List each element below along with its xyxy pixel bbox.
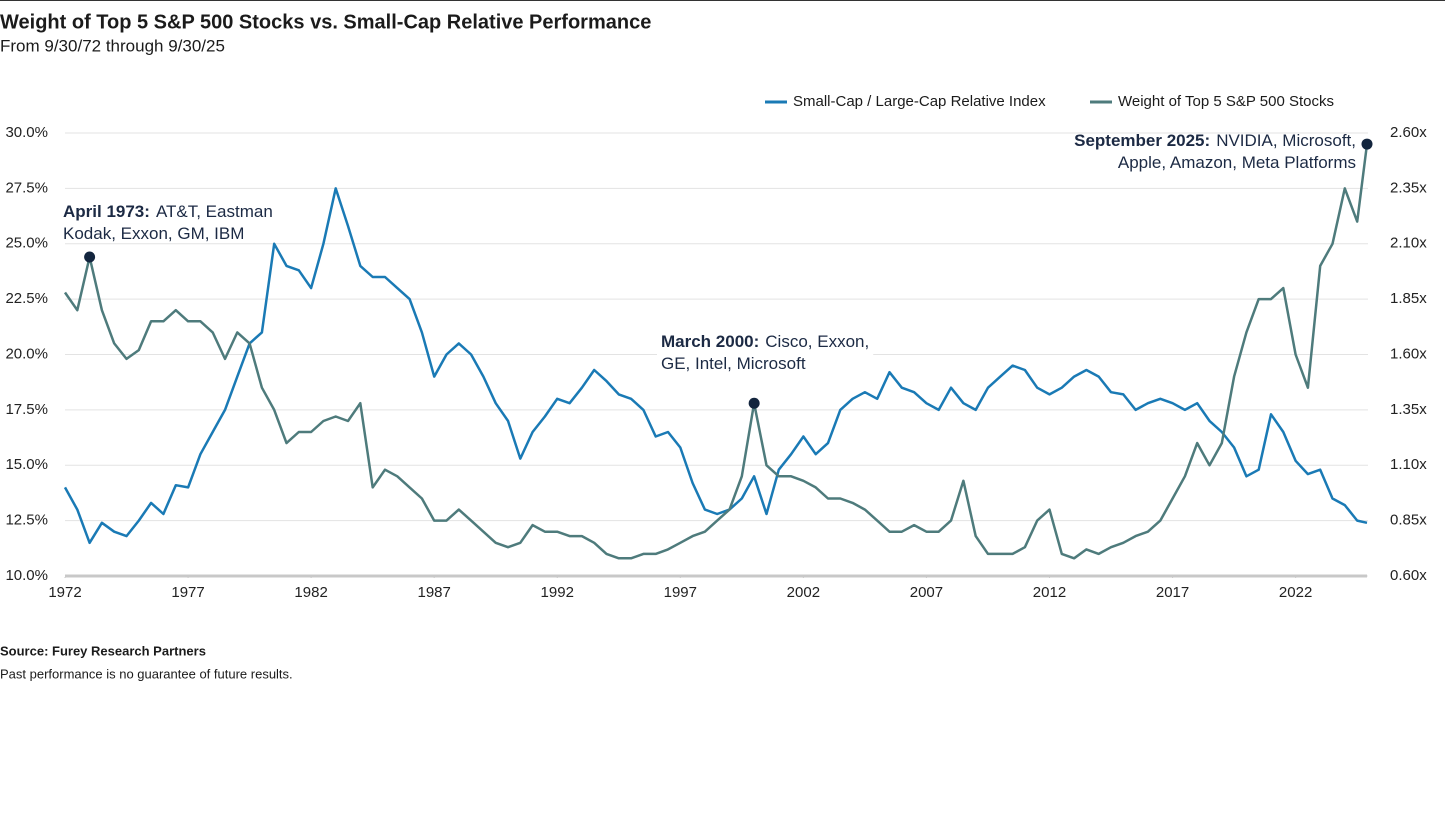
annotation: Apple, Amazon, Meta Platforms xyxy=(1118,153,1356,172)
annotation: GE, Intel, Microsoft xyxy=(661,354,806,373)
series-line xyxy=(63,187,1368,545)
annotation: September 2025: NVIDIA, Microsoft, xyxy=(1074,131,1356,150)
chart-title: Weight of Top 5 S&P 500 Stocks vs. Small… xyxy=(0,11,651,33)
y-tick-label: 30.0% xyxy=(5,124,48,141)
y2-tick-label: 2.60x xyxy=(1390,124,1427,141)
y-tick-label: 17.5% xyxy=(5,401,48,418)
annotation: March 2000: Cisco, Exxon, xyxy=(661,332,869,351)
x-tick-label: 2022 xyxy=(1279,584,1312,601)
legend-label: Small-Cap / Large-Cap Relative Index xyxy=(793,93,1046,110)
x-tick-label: 1987 xyxy=(417,584,450,601)
x-tick-label: 2017 xyxy=(1156,584,1189,601)
annotation-text: AT&T, Eastman xyxy=(156,202,273,221)
y2-tick-label: 1.85x xyxy=(1390,290,1427,307)
annotation-label: March 2000: xyxy=(661,332,759,351)
y2-tick-label: 2.35x xyxy=(1390,179,1427,196)
x-tick-label: 2007 xyxy=(910,584,943,601)
y2-tick-label: 0.85x xyxy=(1390,512,1427,529)
annotation: Kodak, Exxon, GM, IBM xyxy=(63,224,244,243)
annotation-text: Apple, Amazon, Meta Platforms xyxy=(1118,153,1356,172)
annotation-text: Kodak, Exxon, GM, IBM xyxy=(63,224,244,243)
annotation-text: GE, Intel, Microsoft xyxy=(661,354,806,373)
y-tick-label: 15.0% xyxy=(5,456,48,473)
x-tick-label: 1972 xyxy=(48,584,81,601)
annotation-label: April 1973: xyxy=(63,202,150,221)
annotation-text: NVIDIA, Microsoft, xyxy=(1216,131,1356,150)
x-tick-label: 1997 xyxy=(664,584,697,601)
y2-tick-label: 0.60x xyxy=(1390,567,1427,584)
y2-tick-label: 1.60x xyxy=(1390,345,1427,362)
x-tick-label: 1977 xyxy=(171,584,204,601)
annotation-label: September 2025: xyxy=(1074,131,1210,150)
y-tick-label: 27.5% xyxy=(5,179,48,196)
annotation-dot xyxy=(1361,138,1373,150)
x-tick-label: 2012 xyxy=(1033,584,1066,601)
y-tick-label: 22.5% xyxy=(5,290,48,307)
y-tick-label: 12.5% xyxy=(5,512,48,529)
annotation-dot xyxy=(84,251,96,263)
y-tick-label: 20.0% xyxy=(5,345,48,362)
y2-tick-label: 2.10x xyxy=(1390,235,1427,252)
y-tick-label: 10.0% xyxy=(5,567,48,584)
y2-tick-label: 1.10x xyxy=(1390,456,1427,473)
x-tick-label: 1992 xyxy=(541,584,574,601)
chart-subtitle: From 9/30/72 through 9/30/25 xyxy=(0,36,225,55)
x-tick-label: 2002 xyxy=(787,584,820,601)
y2-tick-label: 1.35x xyxy=(1390,401,1427,418)
source: Source: Furey Research Partners xyxy=(0,643,206,658)
note: Past performance is no guarantee of futu… xyxy=(0,666,293,681)
x-tick-label: 1982 xyxy=(294,584,327,601)
annotation-dot xyxy=(748,397,760,409)
series-line xyxy=(63,143,1369,560)
y-tick-label: 25.0% xyxy=(5,235,48,252)
annotation: April 1973: AT&T, Eastman xyxy=(63,202,273,221)
annotation-bg xyxy=(657,330,874,376)
legend-label: Weight of Top 5 S&P 500 Stocks xyxy=(1118,93,1334,110)
annotation-text: Cisco, Exxon, xyxy=(765,332,869,351)
